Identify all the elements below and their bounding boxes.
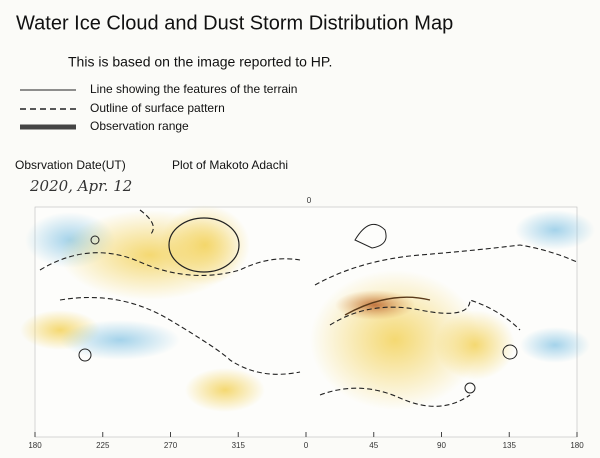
cloud-area xyxy=(515,210,595,250)
terrain-outline xyxy=(329,299,521,331)
dust-core xyxy=(335,290,415,320)
longitude-label: 270 xyxy=(164,441,178,450)
cloud-area xyxy=(520,327,590,363)
longitude-label: 180 xyxy=(28,441,42,450)
crater xyxy=(168,217,240,273)
longitude-label: 315 xyxy=(232,441,246,450)
crater xyxy=(502,344,518,360)
terrain-outline xyxy=(319,387,471,407)
cloud-area xyxy=(185,368,265,412)
cloud-area xyxy=(435,310,515,380)
cloud-area xyxy=(60,320,180,360)
subtitle: This is based on the image reported to H… xyxy=(68,54,332,70)
longitude-ticks: 180 225 270 315 0 45 90 135 180 xyxy=(28,432,584,450)
terrain-outline xyxy=(314,244,578,286)
date-label: Obsrvation Date(UT) xyxy=(15,158,126,172)
longitude-label: 45 xyxy=(369,441,378,450)
longitude-label: 90 xyxy=(437,441,446,450)
crater xyxy=(78,348,92,362)
author-label: Plot of Makoto Adachi xyxy=(172,158,288,172)
terrain-outline xyxy=(39,252,301,276)
title: Water Ice Cloud and Dust Storm Distribut… xyxy=(16,12,453,34)
longitude-label: 225 xyxy=(96,441,110,450)
terrain-line xyxy=(344,296,431,316)
crater xyxy=(464,382,476,394)
terrain-outline xyxy=(59,296,301,375)
terrain-line xyxy=(354,223,387,249)
terrain-outline xyxy=(139,209,154,236)
map xyxy=(20,205,595,438)
top-meridian-label: 0 xyxy=(307,196,312,205)
longitude-label: 0 xyxy=(304,441,309,450)
longitude-label: 180 xyxy=(570,441,584,450)
legend-label: Observation range xyxy=(90,119,189,133)
crater xyxy=(90,235,100,245)
longitude-label: 135 xyxy=(503,441,517,450)
legend-label: Outline of surface pattern xyxy=(90,101,225,115)
handwritten-date: 2020, Apr. 12 xyxy=(29,177,132,195)
legend-label: Line showing the features of the terrain xyxy=(90,82,297,96)
